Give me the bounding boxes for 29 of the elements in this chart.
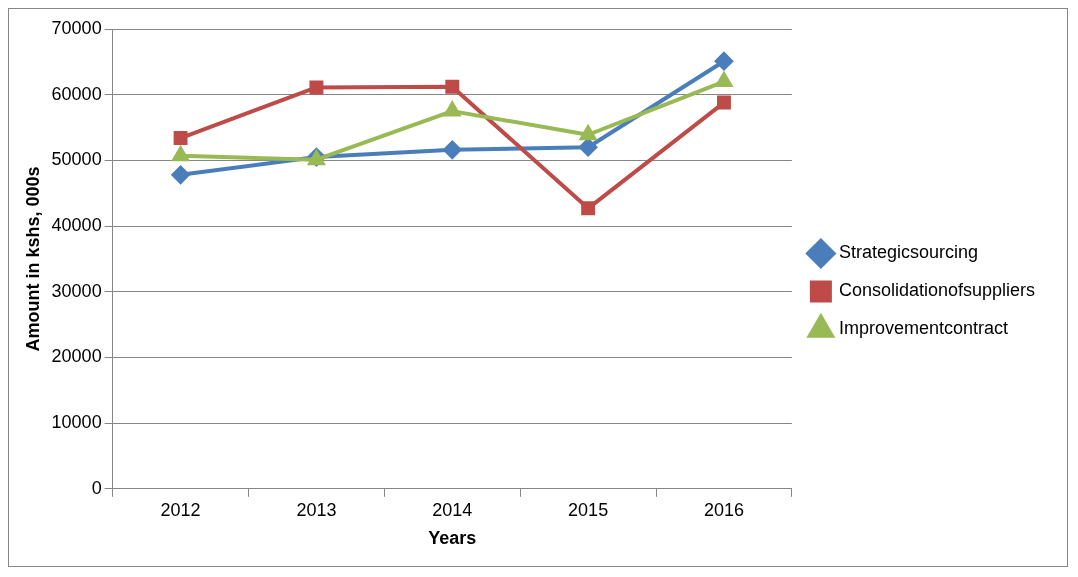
point [445, 79, 460, 94]
point [714, 52, 733, 71]
y-tick-label: 40000 [51, 215, 102, 236]
x-tick-label: 2014 [432, 499, 473, 520]
point [309, 80, 324, 95]
point [171, 165, 190, 184]
x-tick-label: 2013 [296, 499, 337, 520]
y-tick-label: 20000 [51, 346, 102, 367]
point [173, 131, 188, 145]
y-tick-label: 50000 [51, 149, 102, 170]
y-tick-label: 10000 [51, 412, 102, 433]
legend-label: Strategicsourcing [838, 242, 978, 263]
x-tick-label: 2012 [160, 499, 201, 520]
x-tick-label: 2016 [703, 499, 744, 520]
y-axis-title: Amount in kshs, 000s [22, 166, 43, 352]
point [581, 201, 596, 216]
y-tick-label: 0 [91, 477, 102, 498]
point [444, 102, 461, 117]
y-tick-label: 70000 [51, 17, 102, 38]
x-axis-title: Years [428, 528, 477, 549]
y-tick-label: 30000 [51, 280, 102, 301]
point [717, 95, 731, 110]
point [579, 138, 598, 157]
y-tick-label: 60000 [51, 83, 102, 104]
point [443, 140, 462, 159]
legend-label: Improvementcontract [838, 318, 1008, 339]
point [172, 146, 189, 162]
legend-label: Consolidationofsuppliers [838, 280, 1036, 301]
x-tick-label: 2015 [568, 499, 609, 520]
